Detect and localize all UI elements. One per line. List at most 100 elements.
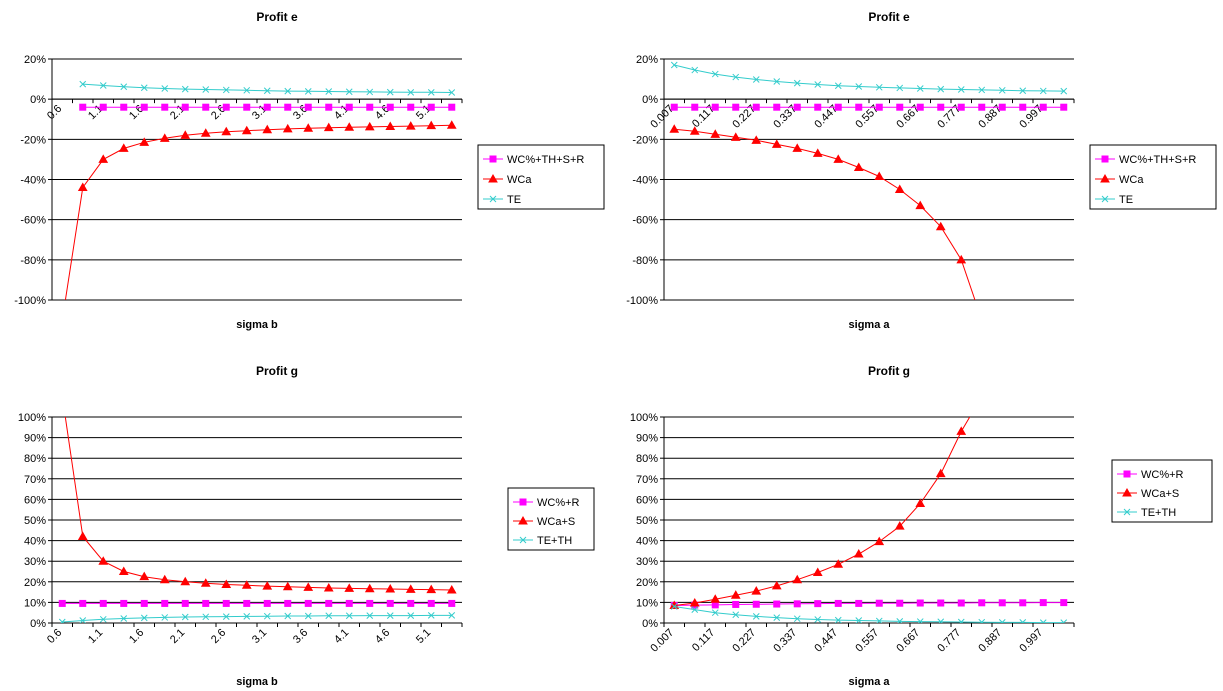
legend-label: WC%+TH+S+R [507, 154, 584, 166]
series-wca [64, 120, 457, 300]
data-point [99, 615, 107, 623]
data-point [221, 126, 232, 136]
data-point [263, 103, 271, 111]
legend-label: WCa [1119, 174, 1144, 186]
x-tick-label: 1.1 [86, 627, 105, 646]
y-tick-label: 50% [636, 515, 658, 527]
data-point [241, 580, 252, 589]
data-point [181, 613, 189, 621]
data-point [1060, 619, 1068, 623]
data-point [304, 599, 312, 607]
data-point [323, 122, 334, 132]
y-tick-label: 50% [24, 515, 46, 527]
data-point [855, 599, 863, 607]
y-tick-label: 0% [30, 94, 46, 106]
data-point [814, 81, 822, 88]
data-point [79, 80, 87, 88]
data-point [303, 123, 314, 132]
plot-area [669, 392, 1068, 623]
x-tick-label: 0.007 [648, 627, 676, 655]
data-point [140, 103, 148, 111]
data-point [855, 617, 863, 623]
series-line [64, 124, 452, 300]
legend-label: WCa+S [1141, 488, 1179, 500]
data-point [710, 594, 721, 603]
data-point [874, 171, 885, 180]
data-point [345, 103, 353, 111]
x-tick-label: 0.6 [45, 103, 64, 122]
data-point [159, 133, 170, 142]
data-point [366, 599, 374, 607]
legend-item: WC%+TH+S+R [1095, 154, 1196, 166]
data-point [263, 87, 271, 95]
data-point [344, 583, 355, 592]
data-point [916, 103, 924, 111]
data-point [161, 599, 169, 607]
y-tick-label: -20% [20, 134, 46, 146]
data-point [446, 120, 457, 129]
legend-label: WC%+TH+S+R [1119, 154, 1196, 166]
data-point [978, 86, 986, 94]
data-point [855, 83, 863, 90]
data-point [344, 122, 355, 131]
data-point [937, 85, 945, 93]
data-point [978, 599, 986, 607]
data-point [670, 603, 678, 610]
data-point [751, 586, 762, 595]
data-point [896, 617, 904, 623]
data-point [222, 599, 230, 607]
data-point [98, 556, 109, 565]
data-point [978, 392, 986, 399]
y-tick-label: 20% [636, 577, 658, 589]
y-tick-label: 10% [636, 597, 658, 609]
data-point [771, 580, 782, 590]
y-tick-label: 0% [642, 618, 658, 630]
x-axis-label: sigma b [236, 319, 278, 331]
data-point [730, 132, 741, 141]
data-point [935, 468, 946, 478]
series-te [79, 80, 456, 96]
y-tick-label: -60% [632, 215, 658, 227]
y-tick-label: 10% [24, 597, 46, 609]
data-point [689, 126, 700, 135]
y-tick-label: 20% [24, 577, 46, 589]
data-point [834, 599, 842, 607]
series-line [674, 606, 1064, 623]
chart-title: Profit e [256, 10, 298, 24]
legend-marker [1101, 155, 1109, 163]
data-point [345, 599, 353, 607]
series-te [670, 61, 1068, 95]
y-tick-label: -60% [20, 215, 46, 227]
legend: WC%+TH+S+R WCa TE [477, 144, 605, 210]
data-point [202, 103, 210, 111]
series-te-th [670, 603, 1068, 623]
x-tick-label: 4.6 [373, 627, 392, 646]
y-tick-label: 70% [636, 474, 658, 486]
y-tick-label: 60% [636, 494, 658, 506]
data-point [793, 600, 801, 608]
y-tick-label: 30% [636, 556, 658, 568]
y-tick-label: 80% [24, 453, 46, 465]
data-point [689, 598, 700, 607]
legend-label: WCa+S [537, 516, 575, 528]
data-point [978, 618, 986, 623]
data-point [181, 85, 189, 93]
x-tick-label: 5.1 [414, 627, 433, 646]
data-point [896, 103, 904, 111]
x-tick-label: 0.337 [771, 627, 799, 655]
data-point [79, 103, 87, 111]
data-point [446, 585, 457, 594]
data-point [1039, 599, 1047, 607]
data-point [345, 88, 353, 96]
y-tick-label: 30% [24, 556, 46, 568]
data-point [957, 86, 965, 93]
data-point [957, 103, 965, 111]
data-point [386, 599, 394, 607]
data-point [1019, 599, 1027, 607]
data-point [243, 103, 251, 111]
data-point [118, 143, 129, 152]
data-point [159, 574, 170, 584]
chart-panel-4: Profit g 0% 10% 20% 30% 40% 50% 60% 70% 80% 90% 100… [630, 364, 1213, 688]
legend-marker [1123, 470, 1131, 478]
data-point [303, 582, 314, 591]
